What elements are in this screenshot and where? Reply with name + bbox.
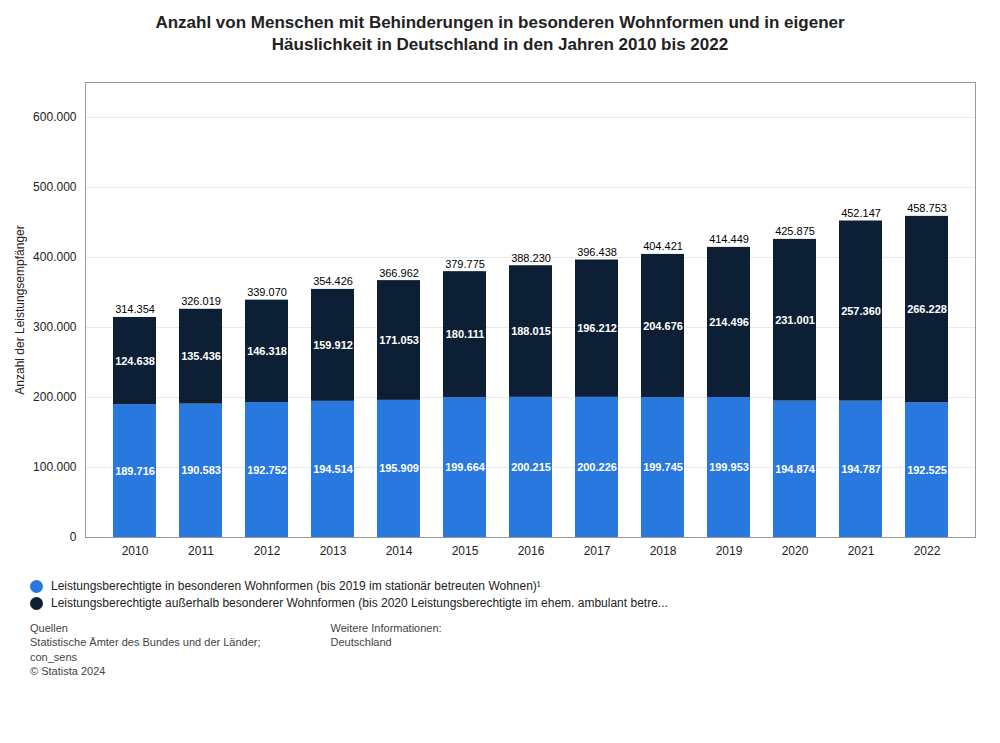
svg-text:188.015: 188.015 [511, 325, 551, 337]
svg-text:600.000: 600.000 [33, 111, 77, 125]
svg-text:Anzahl der Leistungsempfänger: Anzahl der Leistungsempfänger [13, 225, 27, 394]
svg-text:2012: 2012 [254, 544, 281, 558]
svg-text:196.212: 196.212 [577, 322, 617, 334]
svg-text:2011: 2011 [188, 544, 214, 558]
svg-text:354.426: 354.426 [313, 276, 353, 288]
svg-text:199.745: 199.745 [643, 461, 683, 473]
svg-text:452.147: 452.147 [841, 207, 881, 219]
svg-text:180.111: 180.111 [446, 328, 485, 340]
svg-text:400.000: 400.000 [33, 251, 77, 265]
svg-text:2021: 2021 [848, 544, 875, 558]
svg-text:214.496: 214.496 [709, 316, 749, 328]
svg-text:458.753: 458.753 [907, 203, 947, 215]
svg-text:200.226: 200.226 [577, 461, 617, 473]
svg-text:396.438: 396.438 [577, 246, 617, 258]
svg-text:199.664: 199.664 [445, 461, 486, 473]
html-text:Weitere Informationen: Deutsch: Weitere Informationen: Deutschland [330, 622, 442, 649]
svg-text:2014: 2014 [386, 544, 413, 558]
svg-text:171.053: 171.053 [379, 334, 419, 346]
html-text:Quellen Statistische Ämter des: Quellen Statistische Ämter des Bundes un… [30, 622, 261, 678]
svg-text:314.354: 314.354 [115, 304, 155, 316]
svg-text:379.775: 379.775 [445, 258, 485, 270]
svg-text:194.787: 194.787 [841, 463, 881, 475]
svg-text:2010: 2010 [122, 544, 149, 558]
svg-text:2013: 2013 [320, 544, 347, 558]
svg-text:190.583: 190.583 [181, 465, 221, 477]
svg-text:199.953: 199.953 [709, 461, 749, 473]
svg-text:404.421: 404.421 [643, 241, 683, 253]
svg-text:2020: 2020 [782, 544, 809, 558]
svg-text:200.000: 200.000 [33, 391, 77, 405]
svg-text:388.230: 388.230 [511, 252, 551, 264]
svg-text:194.874: 194.874 [775, 463, 816, 475]
svg-text:2022: 2022 [914, 544, 941, 558]
svg-text:2016: 2016 [518, 544, 545, 558]
svg-text:189.716: 189.716 [115, 465, 155, 477]
svg-text:231.001: 231.001 [775, 314, 815, 326]
svg-text:2019: 2019 [716, 544, 743, 558]
svg-text:124.638: 124.638 [115, 355, 155, 367]
svg-text:192.525: 192.525 [907, 464, 947, 476]
svg-text:192.752: 192.752 [247, 464, 287, 476]
svg-text:2018: 2018 [650, 544, 677, 558]
svg-text:200.215: 200.215 [511, 461, 551, 473]
svg-text:500.000: 500.000 [33, 181, 77, 195]
svg-text:339.070: 339.070 [247, 286, 287, 298]
svg-text:2017: 2017 [584, 544, 611, 558]
html-text:Leistungsberechtigte in besond: Leistungsberechtigte in besonderen Wohnf… [51, 579, 541, 594]
svg-text:195.909: 195.909 [379, 463, 419, 475]
svg-text:425.875: 425.875 [775, 226, 815, 238]
svg-text:326.019: 326.019 [181, 295, 221, 307]
svg-text:0: 0 [70, 531, 77, 545]
svg-text:100.000: 100.000 [33, 461, 77, 475]
svg-text:366.962: 366.962 [379, 267, 419, 279]
svg-text:300.000: 300.000 [33, 321, 77, 335]
html-text:Leistungsberechtigte außerhalb: Leistungsberechtigte außerhalb besondere… [51, 596, 668, 611]
svg-text:159.912: 159.912 [313, 339, 353, 351]
svg-text:135.436: 135.436 [181, 350, 221, 362]
svg-text:204.676: 204.676 [643, 320, 683, 332]
svg-text:257.360: 257.360 [841, 305, 881, 317]
html-text:Anzahl von Menschen mit Behind: Anzahl von Menschen mit Behinderungen in… [155, 13, 845, 55]
svg-text:414.449: 414.449 [709, 234, 749, 246]
svg-text:266.228: 266.228 [907, 303, 947, 315]
svg-text:194.514: 194.514 [313, 463, 354, 475]
svg-text:146.318: 146.318 [247, 345, 287, 357]
svg-text:2015: 2015 [452, 544, 479, 558]
